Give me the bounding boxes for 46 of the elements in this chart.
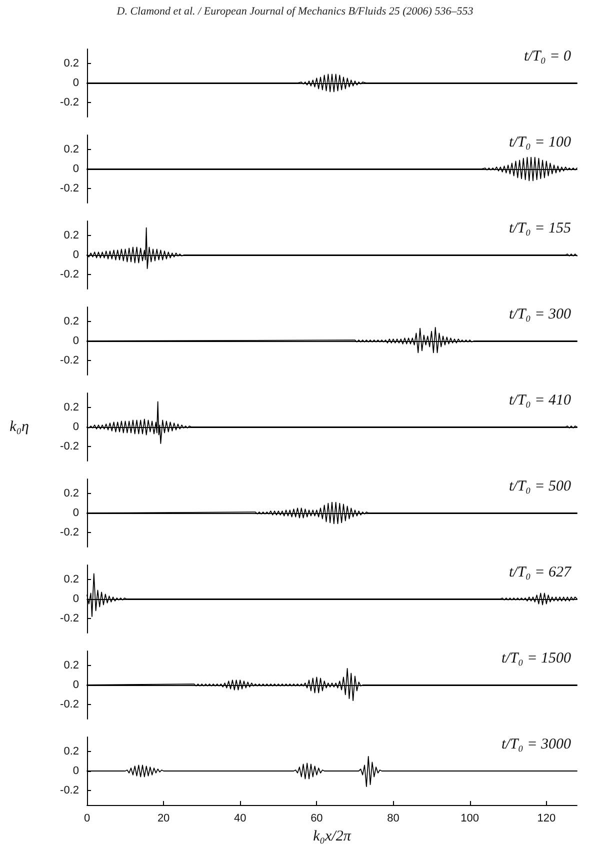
chart-title: t/T₀ = 1500 bbox=[501, 650, 572, 666]
y-tick-label: 0 bbox=[72, 507, 79, 519]
y-tick-label: 0.2 bbox=[64, 144, 79, 156]
y-tick-label: -0.2 bbox=[60, 268, 79, 280]
chart-title: t/T₀ = 3000 bbox=[501, 736, 572, 752]
x-tick-label: 80 bbox=[387, 812, 400, 824]
y-tick-label: 0.2 bbox=[64, 316, 79, 328]
chart-title: t/T₀ = 500 bbox=[508, 478, 572, 494]
y-tick-label: 0.2 bbox=[64, 488, 79, 500]
y-tick-label: -0.2 bbox=[60, 698, 79, 710]
y-tick-label: -0.2 bbox=[60, 784, 79, 796]
y-tick-label: 0.2 bbox=[64, 58, 79, 70]
y-tick-label: -0.2 bbox=[60, 612, 79, 624]
y-tick-label: -0.2 bbox=[60, 440, 79, 452]
y-tick-label: 0.2 bbox=[64, 574, 79, 586]
y-tick-label: -0.2 bbox=[60, 354, 79, 366]
y-tick-label: 0.2 bbox=[64, 660, 79, 672]
text: D. Clamond et al. / European Journal of Mechanics B/Fluids 25 (2006) 536–553 bbox=[116, 6, 474, 18]
chart-title: t/T₀ = 627 bbox=[508, 564, 572, 580]
x-tick-label: 120 bbox=[537, 812, 556, 824]
y-tick-label: 0.2 bbox=[64, 402, 79, 414]
y-tick-label: 0 bbox=[72, 163, 79, 175]
x-tick-label: 60 bbox=[310, 812, 323, 824]
y-tick-label: 0 bbox=[72, 765, 79, 777]
x-tick-label: 20 bbox=[157, 812, 170, 824]
x-axis-title: k₀x/2π bbox=[313, 828, 352, 844]
y-tick-label: 0.2 bbox=[64, 746, 79, 758]
x-tick-label: 100 bbox=[460, 812, 479, 824]
y-tick-label: 0 bbox=[72, 77, 79, 89]
chart-title: t/T₀ = 0 bbox=[524, 48, 572, 64]
y-tick-label: 0 bbox=[72, 421, 79, 433]
chart-title: t/T₀ = 100 bbox=[508, 134, 572, 150]
x-tick-label: 40 bbox=[234, 812, 246, 824]
x-tick-label: 0 bbox=[84, 812, 90, 824]
chart-title: t/T₀ = 300 bbox=[508, 306, 572, 322]
y-tick-label: 0 bbox=[72, 593, 79, 605]
y-axis-title: k₀η bbox=[10, 419, 29, 435]
y-tick-label: 0 bbox=[72, 335, 79, 347]
y-tick-label: 0 bbox=[72, 679, 79, 691]
y-tick-label: -0.2 bbox=[60, 526, 79, 538]
y-tick-label: 0 bbox=[72, 249, 79, 261]
y-tick-label: -0.2 bbox=[60, 96, 79, 108]
y-tick-label: -0.2 bbox=[60, 182, 79, 194]
chart-title: t/T₀ = 155 bbox=[508, 220, 572, 236]
y-tick-label: 0.2 bbox=[64, 230, 79, 242]
chart-title: t/T₀ = 410 bbox=[508, 392, 572, 408]
